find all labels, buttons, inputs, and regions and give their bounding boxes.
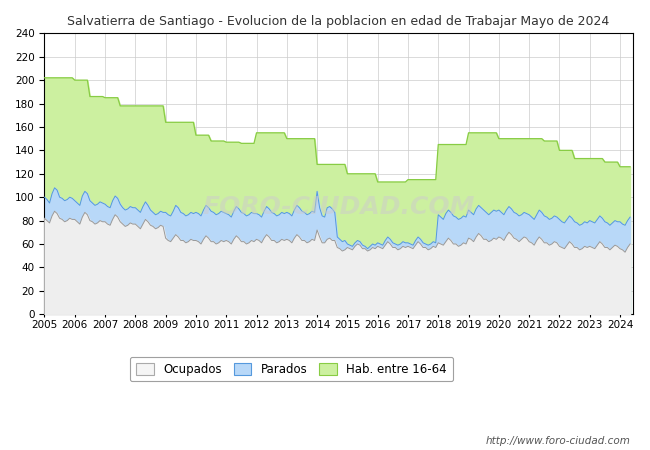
Legend: Ocupados, Parados, Hab. entre 16-64: Ocupados, Parados, Hab. entre 16-64: [130, 357, 453, 382]
Text: http://www.foro-ciudad.com: http://www.foro-ciudad.com: [486, 436, 630, 446]
Title: Salvatierra de Santiago - Evolucion de la poblacion en edad de Trabajar Mayo de : Salvatierra de Santiago - Evolucion de l…: [68, 15, 610, 28]
Text: FORO-CIUDAD.COM: FORO-CIUDAD.COM: [202, 195, 474, 220]
